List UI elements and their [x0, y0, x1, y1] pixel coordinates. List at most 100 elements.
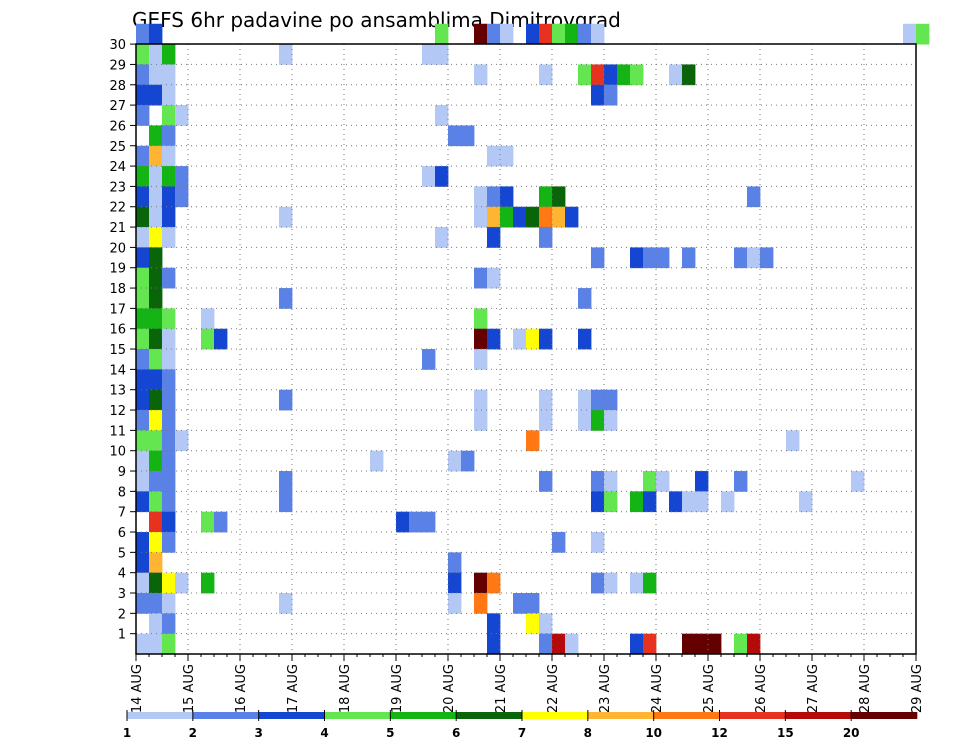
y-axis: 1234567891011121314151617181920212223242… — [109, 38, 136, 643]
heatmap-cell — [279, 44, 293, 65]
heatmap-cell — [903, 23, 917, 45]
heatmap-cell — [162, 572, 176, 594]
y-tick-label: 11 — [109, 424, 126, 439]
colorbar-swatch — [719, 712, 786, 719]
heatmap-cell — [162, 267, 176, 289]
heatmap-cell — [591, 532, 605, 553]
heatmap-cell — [435, 23, 449, 45]
heatmap-cell — [539, 206, 553, 228]
heatmap-cell — [656, 471, 670, 492]
x-tick-label: 23 AUG — [598, 664, 613, 713]
y-tick-label: 21 — [109, 221, 126, 236]
y-tick-label: 25 — [109, 140, 126, 155]
heatmap-cell — [149, 186, 163, 208]
colorbar-label: 8 — [584, 726, 592, 740]
heatmap-cell — [630, 491, 644, 513]
heatmap-cell — [149, 23, 163, 45]
heatmap-cell — [175, 105, 189, 126]
heatmap-cell — [708, 633, 722, 655]
heatmap-cell — [162, 511, 176, 533]
heatmap-cell — [136, 267, 150, 289]
heatmap-cell — [149, 64, 163, 86]
heatmap-cell — [474, 593, 488, 614]
y-tick-label: 16 — [109, 323, 126, 338]
heatmap-cell — [448, 593, 462, 614]
heatmap-cell — [643, 633, 657, 655]
heatmap-cell — [591, 23, 605, 45]
y-tick-label: 9 — [118, 465, 126, 480]
heatmap-cell — [136, 23, 150, 45]
colorbar-label: 6 — [452, 726, 460, 740]
colorbar-swatch — [653, 712, 720, 719]
heatmap-cell — [539, 227, 553, 248]
heatmap-cell — [136, 84, 150, 106]
colorbar-label: 10 — [645, 726, 662, 740]
colorbar-label: 7 — [518, 726, 526, 740]
heatmap-cell — [591, 84, 605, 106]
heatmap-cell — [474, 186, 488, 208]
heatmap-cell — [435, 44, 449, 65]
heatmap-cell — [149, 613, 163, 635]
heatmap-cell — [162, 349, 176, 370]
heatmap-cell — [682, 247, 696, 269]
heatmap-cell — [500, 145, 514, 167]
heatmap-cell — [175, 430, 189, 452]
y-tick-label: 8 — [118, 485, 126, 500]
heatmap-cell — [669, 64, 683, 86]
heatmap-cells — [136, 23, 930, 655]
heatmap-cell — [643, 572, 657, 594]
heatmap-cell — [617, 64, 631, 86]
y-tick-label: 12 — [109, 404, 126, 419]
heatmap-cell — [149, 633, 163, 655]
heatmap-cell — [162, 532, 176, 553]
heatmap-cell — [539, 64, 553, 86]
heatmap-cell — [448, 125, 462, 147]
heatmap-cell — [149, 430, 163, 452]
heatmap-cell — [656, 247, 670, 269]
heatmap-cell — [136, 450, 150, 472]
y-tick-label: 17 — [109, 302, 126, 317]
heatmap-cell — [149, 572, 163, 594]
heatmap-cell — [136, 308, 150, 330]
heatmap-cell — [435, 227, 449, 248]
heatmap-cell — [487, 267, 501, 289]
heatmap-cell — [136, 572, 150, 594]
y-tick-label: 13 — [109, 384, 126, 399]
heatmap-cell — [149, 491, 163, 513]
heatmap-cell — [526, 593, 540, 614]
heatmap-cell — [370, 450, 384, 472]
heatmap-cell — [201, 572, 215, 594]
heatmap-cell — [422, 349, 436, 370]
heatmap-cell — [565, 206, 579, 228]
heatmap-cell — [630, 64, 644, 86]
x-tick-label: 24 AUG — [650, 664, 665, 713]
heatmap-cell — [552, 206, 566, 228]
heatmap-cell — [162, 145, 176, 167]
colorbar-swatch — [390, 712, 457, 719]
colorbar-label: 12 — [711, 726, 728, 740]
heatmap-cell — [149, 227, 163, 248]
heatmap-cell — [136, 328, 150, 350]
x-tick-label: 21 AUG — [494, 664, 509, 713]
heatmap-cell — [669, 491, 683, 513]
heatmap-cell — [604, 410, 618, 431]
heatmap-cell — [591, 389, 605, 411]
y-tick-label: 7 — [118, 506, 126, 521]
heatmap-cell — [474, 410, 488, 431]
heatmap-cell — [136, 247, 150, 269]
heatmap-cell — [149, 328, 163, 350]
heatmap-cell — [201, 328, 215, 350]
heatmap-cell — [136, 430, 150, 452]
heatmap-cell — [162, 593, 176, 614]
heatmap-cell — [851, 471, 865, 492]
heatmap-cell — [149, 247, 163, 269]
heatmap-cell — [175, 166, 189, 187]
y-tick-label: 23 — [109, 180, 126, 195]
heatmap-cell — [539, 23, 553, 45]
heatmap-cell — [279, 471, 293, 492]
heatmap-cell — [136, 206, 150, 228]
heatmap-cell — [136, 410, 150, 431]
x-tick-label: 20 AUG — [442, 664, 457, 713]
heatmap-cell — [630, 247, 644, 269]
heatmap-cell — [474, 349, 488, 370]
